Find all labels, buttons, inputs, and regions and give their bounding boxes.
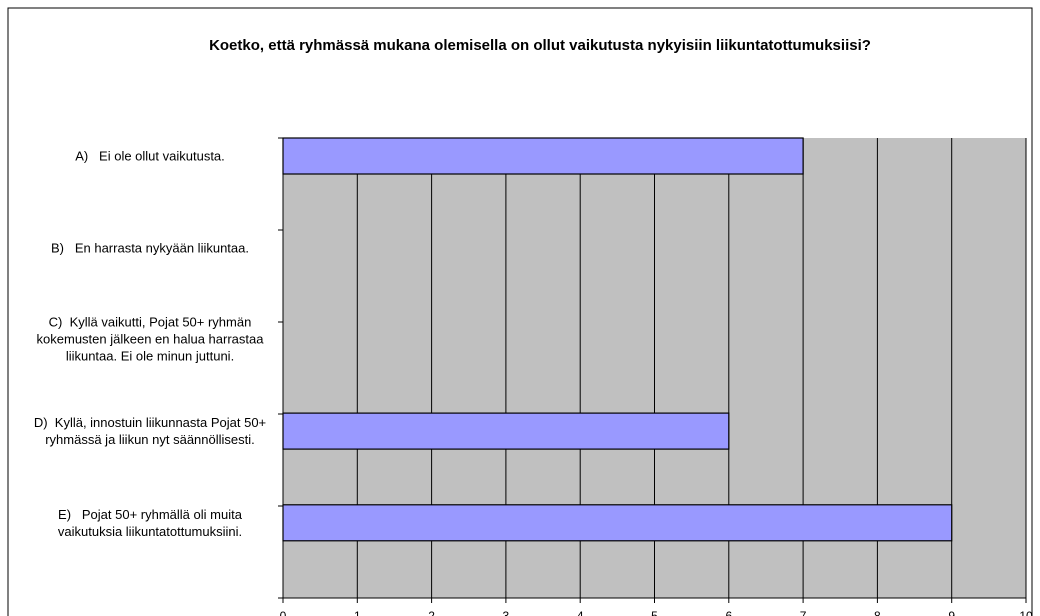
x-tick-label: 3 (503, 609, 510, 616)
y-tick-label: A) Ei ole ollut vaikutusta. (75, 148, 225, 164)
x-tick-label: 10 (1019, 609, 1033, 616)
bar (282, 137, 804, 175)
x-tick-label: 9 (948, 609, 955, 616)
x-tick-label: 6 (725, 609, 732, 616)
y-tick-label: B) En harrasta nykyään liikuntaa. (51, 240, 249, 256)
y-tick-label: E) Pojat 50+ ryhmällä oli muita vaikutuk… (57, 506, 246, 539)
y-tick-label: D) Kyllä, innostuin liikunnasta Pojat 50… (33, 415, 270, 448)
x-tick-label: 1 (354, 609, 361, 616)
x-tick-label: 4 (577, 609, 584, 616)
x-tick-label: 2 (428, 609, 435, 616)
x-tick-label: 8 (874, 609, 881, 616)
bar (282, 504, 953, 542)
bar (282, 412, 730, 450)
y-tick-label: C) Kyllä vaikutti, Pojat 50+ ryhmän koke… (36, 314, 268, 364)
x-tick-label: 5 (651, 609, 658, 616)
chart-title: Koetko, että ryhmässä mukana olemisella … (209, 37, 871, 54)
x-tick-label: 0 (280, 609, 287, 616)
chart-border (7, 7, 1033, 616)
x-tick-label: 7 (800, 609, 807, 616)
